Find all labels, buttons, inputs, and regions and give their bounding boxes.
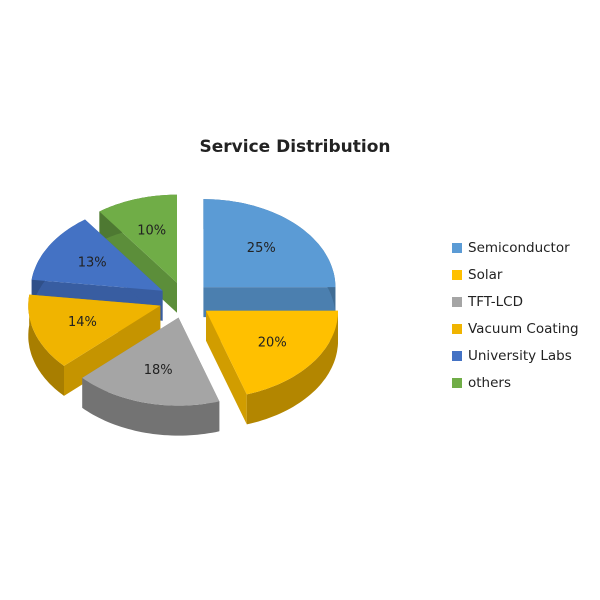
slice xyxy=(99,194,177,283)
slice xyxy=(31,219,163,291)
legend-swatch xyxy=(452,270,462,280)
legend-label: University Labs xyxy=(468,348,572,364)
legend-swatch xyxy=(452,378,462,388)
slice-side xyxy=(206,310,247,425)
slice-wall xyxy=(82,377,220,436)
legend-swatch xyxy=(452,297,462,307)
legend-label: Semiconductor xyxy=(468,240,570,256)
slice-wall xyxy=(28,294,64,396)
legend-label: Vacuum Coating xyxy=(468,321,579,337)
legend: Semiconductor Solar TFT-LCD Vacuum Coating U… xyxy=(452,240,579,391)
data-label: 20% xyxy=(258,335,287,350)
slice-side xyxy=(203,287,336,318)
data-label: 14% xyxy=(68,315,97,330)
legend-swatch xyxy=(452,243,462,253)
legend-label: TFT-LCD xyxy=(467,294,523,310)
data-label: 25% xyxy=(247,241,276,256)
pie: 10% 25% 13% 14% 20% 18% xyxy=(28,194,338,436)
slice xyxy=(28,294,161,366)
data-label: 13% xyxy=(78,255,107,270)
slice xyxy=(82,317,220,406)
legend-swatch xyxy=(452,351,462,361)
data-label: 18% xyxy=(144,363,173,378)
chart-title: Service Distribution xyxy=(200,137,391,157)
slice xyxy=(206,310,338,395)
data-label: 10% xyxy=(137,223,166,238)
legend-label: others xyxy=(468,375,511,391)
slice-wall xyxy=(246,310,338,425)
legend-swatch xyxy=(452,324,462,334)
slice xyxy=(203,199,336,288)
legend-label: Solar xyxy=(468,267,503,283)
